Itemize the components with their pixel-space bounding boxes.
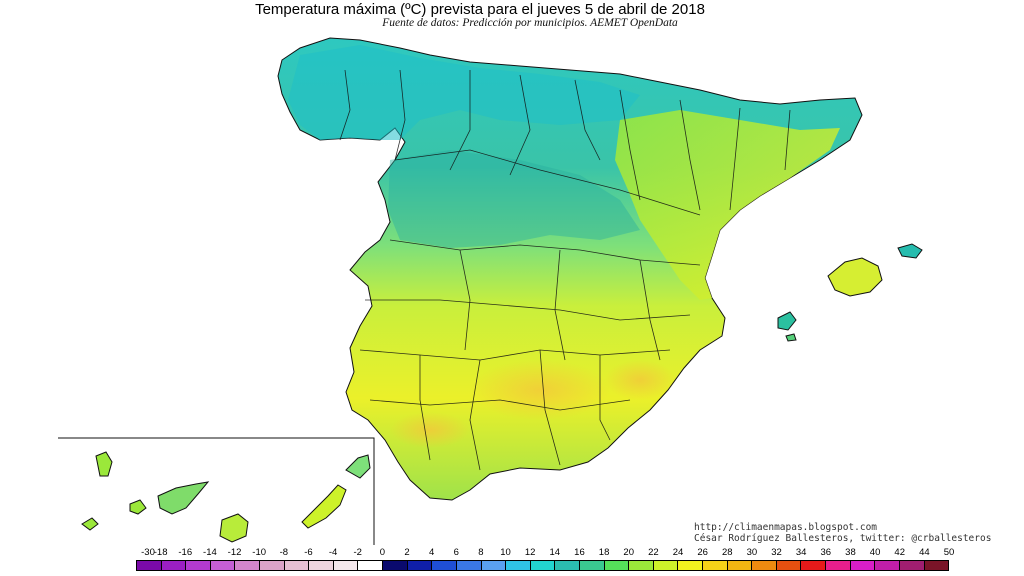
legend-swatch bbox=[555, 561, 580, 570]
legend-swatch bbox=[875, 561, 900, 570]
legend-swatch bbox=[210, 561, 236, 570]
legend-tick-label: 40 bbox=[869, 547, 881, 558]
legend-swatch bbox=[235, 561, 261, 570]
map-title: Temperatura máxima (ºC) prevista para el… bbox=[255, 1, 705, 18]
legend-tick-label: 18 bbox=[598, 547, 610, 558]
legend-swatch bbox=[801, 561, 827, 570]
legend-swatch bbox=[407, 561, 433, 570]
tenerife bbox=[157, 481, 210, 515]
legend-swatch bbox=[260, 561, 285, 570]
legend-tick-label: 50 bbox=[943, 547, 955, 558]
legend-tick-label: -8 bbox=[279, 547, 289, 558]
legend-swatch bbox=[481, 561, 507, 570]
legend-tick-label: 26 bbox=[697, 547, 708, 558]
legend-tick-label: 42 bbox=[894, 547, 906, 558]
el-hierro bbox=[81, 517, 99, 531]
la-gomera bbox=[129, 499, 147, 515]
la-palma bbox=[95, 451, 113, 477]
legend-swatch bbox=[456, 561, 482, 570]
legend-tick-label: 0 bbox=[379, 547, 386, 558]
mallorca bbox=[827, 257, 883, 297]
legend-swatch bbox=[506, 561, 531, 570]
warm-zone bbox=[605, 360, 675, 400]
inset-border bbox=[58, 437, 375, 545]
legend-swatch bbox=[776, 561, 802, 570]
legend-tick-label: 12 bbox=[524, 547, 536, 558]
temperature-map bbox=[58, 37, 923, 545]
legend-tick-label: -18 bbox=[153, 547, 168, 558]
legend-swatch bbox=[703, 561, 728, 570]
legend-tick-label: 38 bbox=[845, 547, 856, 558]
menorca bbox=[897, 243, 923, 259]
legend-tick-label: -14 bbox=[203, 547, 217, 558]
legend-tick-label: -12 bbox=[227, 547, 242, 558]
legend-swatch bbox=[752, 561, 777, 570]
legend-tick-label: -6 bbox=[304, 547, 313, 558]
legend-tick-label: 28 bbox=[721, 547, 733, 558]
legend-tick-label: -4 bbox=[328, 547, 338, 558]
canary-islands-inset bbox=[58, 437, 375, 545]
legend-swatch bbox=[678, 561, 704, 570]
legend-swatch bbox=[924, 561, 949, 570]
legend-swatch bbox=[358, 561, 384, 570]
legend-tick-label: 32 bbox=[771, 547, 782, 558]
east-region bbox=[615, 110, 840, 300]
gran-canaria bbox=[219, 513, 249, 543]
legend-swatch bbox=[899, 561, 925, 570]
legend-tick-label: 16 bbox=[574, 547, 585, 558]
formentera bbox=[785, 333, 797, 342]
legend-swatch bbox=[333, 561, 359, 570]
northwest-cool bbox=[288, 45, 640, 140]
province-borders bbox=[339, 69, 791, 471]
credit-author: César Rodríguez Ballesteros, twitter: @c… bbox=[694, 533, 992, 544]
legend-swatch bbox=[186, 561, 211, 570]
legend-swatch bbox=[629, 561, 654, 570]
legend-color-scale bbox=[136, 560, 949, 571]
legend-swatch bbox=[850, 561, 876, 570]
legend-swatch bbox=[432, 561, 457, 570]
legend-tick-label: 8 bbox=[478, 547, 484, 558]
legend-tick-labels: -30 -18 -16 -14 -12 -10 -8 -6 -4 -2 0 2 4 6 8 10 12 14 16 1… bbox=[0, 547, 1024, 559]
fuerteventura bbox=[301, 484, 347, 529]
legend-tick-label: -30 bbox=[141, 547, 155, 558]
credit-url: http://climaenmapas.blogspot.com bbox=[694, 522, 878, 533]
legend-swatch bbox=[309, 561, 334, 570]
legend-swatch bbox=[137, 561, 162, 570]
iberian-peninsula bbox=[277, 37, 863, 501]
legend-swatch bbox=[383, 561, 408, 570]
legend-swatch bbox=[530, 561, 556, 570]
balearic-islands bbox=[777, 243, 923, 342]
legend-swatch bbox=[826, 561, 851, 570]
legend-tick-label: 10 bbox=[500, 547, 511, 558]
legend-swatch bbox=[579, 561, 605, 570]
legend-tick-label: -16 bbox=[178, 547, 193, 558]
legend-tick-label: 4 bbox=[428, 547, 435, 558]
legend-tick-label: 24 bbox=[672, 547, 684, 558]
ibiza bbox=[777, 311, 797, 331]
legend-tick-label: 20 bbox=[623, 547, 635, 558]
legend-swatch bbox=[653, 561, 679, 570]
legend-tick-label: 44 bbox=[919, 547, 930, 558]
legend-tick-label: 22 bbox=[648, 547, 659, 558]
legend-tick-label: -10 bbox=[252, 547, 267, 558]
warm-zone bbox=[470, 360, 610, 420]
legend-swatch bbox=[161, 561, 187, 570]
legend-tick-label: -2 bbox=[353, 547, 362, 558]
map-subtitle: Fuente de datos: Predicción por municipi… bbox=[382, 17, 678, 29]
lanzarote bbox=[345, 454, 371, 479]
legend-tick-label: 6 bbox=[453, 547, 459, 558]
central-teal bbox=[388, 150, 640, 248]
legend-swatch bbox=[727, 561, 753, 570]
legend-tick-label: 36 bbox=[820, 547, 832, 558]
legend-tick-label: 14 bbox=[549, 547, 561, 558]
legend-tick-label: 34 bbox=[795, 547, 807, 558]
legend-swatch bbox=[284, 561, 310, 570]
warm-zone bbox=[390, 412, 470, 448]
legend-tick-label: 2 bbox=[404, 547, 410, 558]
legend-tick-label: 30 bbox=[746, 547, 758, 558]
legend-swatch bbox=[604, 561, 630, 570]
